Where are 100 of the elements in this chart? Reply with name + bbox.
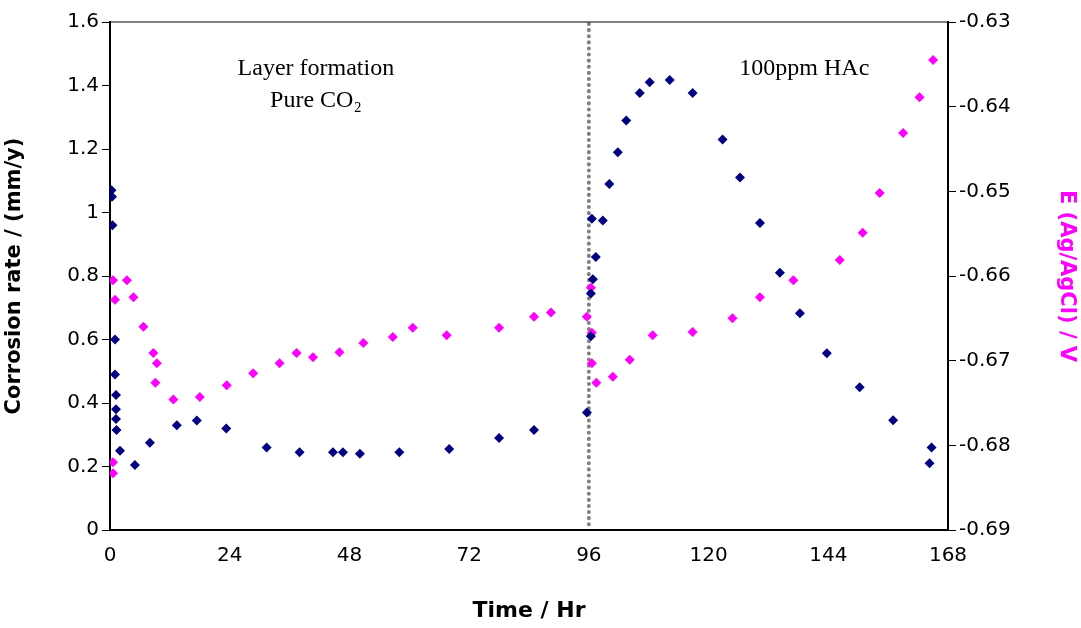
point (924, 458, 935, 469)
point (874, 188, 885, 199)
point (110, 413, 121, 424)
y2-tick-label: -0.63 (959, 8, 1011, 33)
point (138, 321, 149, 332)
point (581, 311, 592, 322)
point (604, 178, 615, 189)
point (110, 294, 120, 305)
point (664, 75, 675, 86)
point (754, 217, 765, 228)
point (151, 358, 162, 369)
point (928, 55, 939, 66)
point (358, 337, 369, 348)
point (129, 459, 140, 470)
point (354, 448, 365, 459)
point (248, 368, 259, 379)
point (590, 251, 601, 262)
x-tick-label: 144 (809, 542, 848, 567)
point (717, 134, 728, 145)
point (788, 275, 799, 286)
point (647, 330, 658, 341)
x-tick-label: 0 (103, 542, 117, 567)
y-tick-label: 0 (86, 516, 99, 541)
point (110, 369, 120, 380)
point (898, 127, 909, 138)
point (914, 92, 925, 103)
x-tick-label: 96 (576, 542, 602, 567)
point (586, 358, 597, 369)
point (121, 275, 132, 286)
point (794, 308, 805, 319)
annotation: 100ppm HAc (739, 54, 870, 81)
point (735, 172, 745, 183)
point (274, 358, 285, 369)
point (597, 215, 608, 226)
point (394, 447, 405, 458)
point (144, 437, 155, 448)
point (291, 348, 302, 359)
point (294, 447, 305, 458)
point (687, 326, 698, 337)
point (261, 442, 272, 453)
point (624, 354, 635, 365)
point (727, 313, 738, 324)
point (634, 88, 645, 99)
point (441, 330, 452, 341)
point (337, 447, 348, 458)
y-tick-label: 1.2 (67, 135, 99, 160)
point (581, 407, 592, 418)
point (585, 331, 596, 342)
x-tick-label: 168 (928, 542, 968, 567)
point (857, 227, 868, 238)
point (171, 420, 182, 431)
point (334, 347, 345, 358)
point (221, 423, 232, 434)
point (591, 377, 602, 388)
y2-tick-label: -0.69 (959, 516, 1011, 541)
point (191, 415, 202, 426)
point (528, 424, 539, 435)
point (110, 390, 121, 401)
y-tick-label: 1.4 (67, 71, 99, 96)
point (194, 392, 205, 403)
point (644, 77, 655, 88)
point (586, 213, 597, 224)
point (111, 424, 122, 435)
point (612, 147, 623, 158)
y2-tick-label: -0.67 (959, 346, 1011, 371)
annotation: Layer formation Pure CO₂ (237, 54, 395, 113)
point (528, 311, 539, 322)
point (114, 445, 125, 456)
y2-tick-label: -0.68 (959, 431, 1011, 456)
point (888, 415, 899, 426)
point (607, 371, 618, 382)
y-tick-label: 1.6 (67, 8, 99, 33)
point (407, 322, 418, 333)
y2-tick-label: -0.64 (959, 92, 1011, 117)
y-axis-title: Corrosion rate / (mm/y) (1, 137, 26, 415)
point (926, 442, 937, 453)
point (110, 404, 121, 415)
x-tick-label: 48 (336, 542, 363, 567)
y-tick-label: 1 (86, 198, 99, 223)
point (774, 267, 785, 278)
point (308, 352, 319, 363)
point (585, 288, 596, 299)
point (494, 322, 505, 333)
point (387, 331, 398, 342)
point (545, 307, 556, 318)
point (128, 292, 139, 303)
point (687, 88, 698, 99)
y2-tick-label: -0.65 (959, 177, 1011, 202)
point (621, 115, 632, 126)
point (168, 394, 179, 405)
point (110, 334, 120, 345)
x-tick-label: 120 (689, 542, 728, 567)
x-tick-label: 72 (456, 542, 482, 567)
point (494, 432, 505, 443)
point (148, 348, 159, 359)
x-axis-title: Time / Hr (472, 596, 586, 622)
point (150, 377, 161, 388)
point (754, 292, 765, 303)
point (587, 274, 598, 285)
point (444, 444, 455, 455)
